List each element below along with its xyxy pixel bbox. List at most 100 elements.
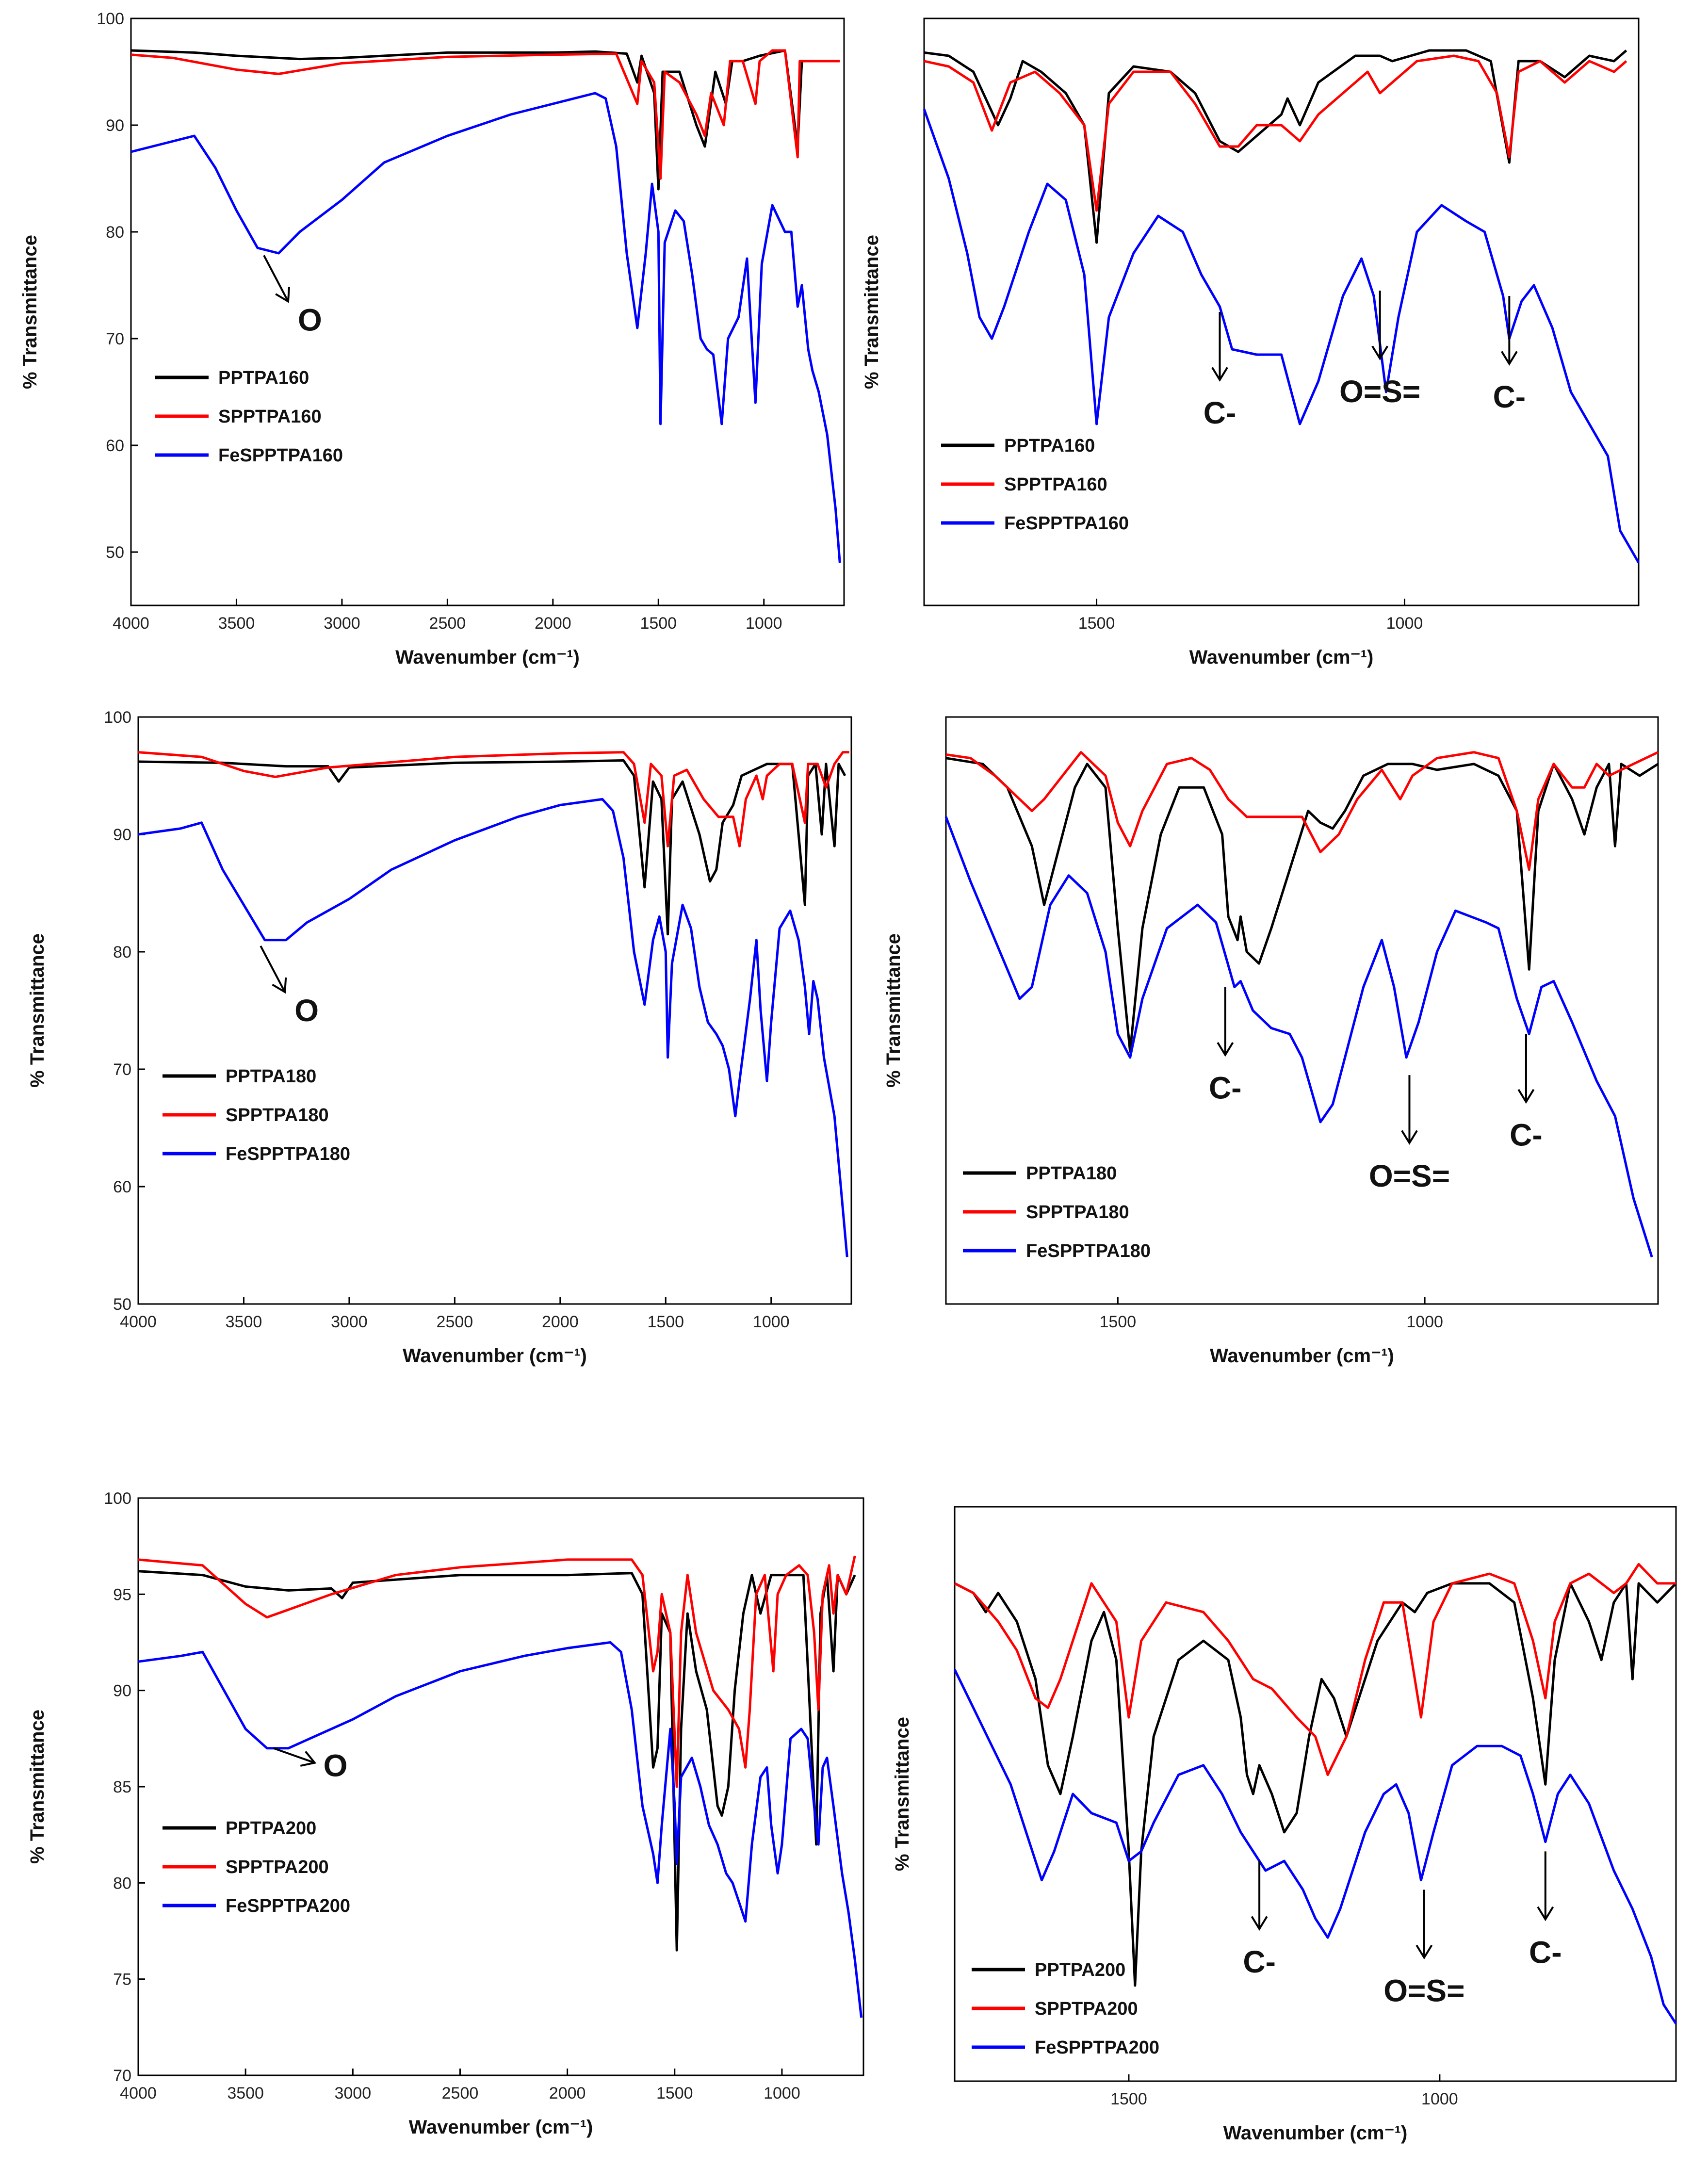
- y-tick-label: 85: [113, 1778, 131, 1796]
- y-axis-title: % Transmittance: [892, 1717, 913, 1871]
- annotation-arrow-head: [1500, 351, 1518, 366]
- x-tick-label: 4000: [113, 614, 149, 633]
- annotation-label: O=S=: [1339, 374, 1420, 409]
- y-tick-label: 90: [113, 1682, 131, 1700]
- x-tick-label: 1500: [1110, 2090, 1147, 2108]
- annotation-label: C-: [1204, 395, 1236, 430]
- legend-label: FeSPPTPA180: [226, 1144, 350, 1164]
- x-tick-label: 1500: [1100, 1313, 1137, 1331]
- annotation-arrow-shaft: [263, 255, 289, 302]
- x-tick-label: 2000: [549, 2084, 586, 2103]
- series-line-SPPTPA180: [138, 751, 849, 848]
- y-tick-label: 80: [113, 1874, 131, 1892]
- y-tick-label: 50: [113, 1295, 131, 1314]
- series-line-PPTPA200: [138, 1570, 856, 1952]
- legend-label: FeSPPTPA160: [218, 445, 343, 466]
- annotation-arrow-head: [272, 977, 287, 994]
- x-tick-label: 3000: [324, 614, 360, 633]
- series-line-SPPTPA200: [138, 1555, 856, 1788]
- series-line-PPTPA180: [138, 759, 846, 936]
- legend-label: SPPTPA180: [226, 1105, 329, 1125]
- y-axis-title: % Transmittance: [883, 933, 904, 1088]
- x-axis-title: Wavenumber (cm⁻¹): [1210, 1345, 1394, 1367]
- plot-frame: [954, 1506, 1677, 2082]
- annotation-label: O: [324, 1748, 348, 1783]
- legend-label: SPPTPA200: [1035, 1999, 1138, 2019]
- y-tick-label: 90: [106, 116, 124, 135]
- series-line-FeSPPTPA200: [138, 1641, 863, 2018]
- annotation-label: C-: [1510, 1117, 1543, 1152]
- x-axis-title: Wavenumber (cm⁻¹): [1189, 647, 1374, 668]
- panel-top-right: 1500 1000 Wavenumber (cm⁻¹) % Transmittance…: [861, 17, 1640, 668]
- panel-middle-right: 1500 1000 Wavenumber (cm⁻¹) % Transmittance…: [883, 716, 1659, 1367]
- legend-label: PPTPA160: [218, 368, 309, 388]
- y-tick-label: 75: [113, 1971, 131, 1989]
- plot-frame: [945, 716, 1659, 1305]
- annotation-arrow-head: [1251, 1916, 1268, 1931]
- annotation-arrow-head: [1517, 1089, 1535, 1104]
- y-tick-label: 60: [106, 437, 124, 455]
- y-tick-label: 90: [113, 826, 131, 844]
- x-axis-title: Wavenumber (cm⁻¹): [1223, 2122, 1408, 2144]
- x-tick-label: 1000: [1421, 2090, 1458, 2108]
- annotation-arrow-head: [275, 287, 290, 303]
- annotation-arrow-shaft: [273, 1747, 315, 1764]
- x-tick-label: 1000: [1386, 614, 1423, 633]
- x-tick-label: 4000: [120, 1313, 157, 1331]
- y-tick-label: 95: [113, 1585, 131, 1604]
- annotation-label: O=S=: [1369, 1158, 1450, 1193]
- legend-label: SPPTPA180: [1026, 1202, 1129, 1222]
- annotation-arrow-head: [1401, 1130, 1418, 1145]
- legend-label: FeSPPTPA180: [1026, 1241, 1151, 1261]
- panel-bottom-left: 4000 3500 3000 2500 2000 1500 1000 70 75 80 85 90 95…: [27, 1489, 864, 2138]
- plot-frame: [130, 17, 845, 606]
- annotation-label: C-: [1493, 379, 1526, 414]
- y-tick-label: 100: [104, 1489, 131, 1508]
- legend-label: PPTPA200: [226, 1818, 316, 1839]
- annotation-arrow-shaft: [260, 945, 286, 993]
- series-line-PPTPA160: [130, 49, 840, 191]
- y-axis-title: % Transmittance: [861, 235, 882, 389]
- annotation-arrow-head: [1537, 1906, 1554, 1922]
- x-axis-title: Wavenumber (cm⁻¹): [395, 647, 580, 668]
- annotation-label: C-: [1529, 1935, 1562, 1970]
- legend-label: FeSPPTPA200: [226, 1896, 350, 1916]
- series-line-FeSPPTPA180: [138, 798, 848, 1257]
- annotation-arrow-head: [1371, 345, 1389, 360]
- series-line-PPTPA200: [954, 1582, 1677, 1987]
- series-line-SPPTPA160: [130, 49, 840, 180]
- panel-top-left: 4000 3500 3000 2500 2000 1500 1000 50 60 70 80 90 10…: [19, 10, 845, 668]
- x-tick-label: 3000: [334, 2084, 371, 2103]
- x-tick-label: 3000: [331, 1313, 368, 1331]
- x-tick-label: 3500: [226, 1313, 262, 1331]
- y-tick-label: 50: [106, 543, 124, 562]
- legend-label: SPPTPA160: [1004, 474, 1107, 495]
- x-axis-title: Wavenumber (cm⁻¹): [409, 2117, 593, 2138]
- legend-label: PPTPA200: [1035, 1960, 1125, 1980]
- x-tick-label: 1000: [753, 1313, 790, 1331]
- x-tick-label: 1000: [764, 2084, 800, 2103]
- annotation-arrow-head: [1415, 1944, 1433, 1960]
- x-tick-label: 2500: [442, 2084, 479, 2103]
- annotation-label: C-: [1243, 1944, 1276, 1979]
- x-tick-label: 1500: [1078, 614, 1115, 633]
- x-tick-label: 1500: [640, 614, 677, 633]
- y-axis-title: % Transmittance: [19, 235, 41, 389]
- y-tick-label: 70: [106, 330, 124, 348]
- series-line-SPPTPA180: [945, 751, 1659, 871]
- series-line-FeSPPTPA160: [923, 109, 1640, 564]
- legend-label: FeSPPTPA200: [1035, 2037, 1159, 2058]
- annotation-label: C-: [1209, 1071, 1242, 1106]
- x-tick-label: 1500: [647, 1313, 684, 1331]
- series-line-PPTPA180: [945, 757, 1659, 1053]
- y-tick-label: 80: [113, 943, 131, 962]
- y-axis-title: % Transmittance: [27, 933, 48, 1088]
- plot-frame: [137, 716, 852, 1305]
- legend-label: SPPTPA160: [218, 407, 322, 427]
- x-tick-label: 4000: [120, 2084, 157, 2103]
- y-tick-label: 60: [113, 1178, 131, 1196]
- x-tick-label: 3500: [218, 614, 255, 633]
- x-tick-label: 2000: [542, 1313, 579, 1331]
